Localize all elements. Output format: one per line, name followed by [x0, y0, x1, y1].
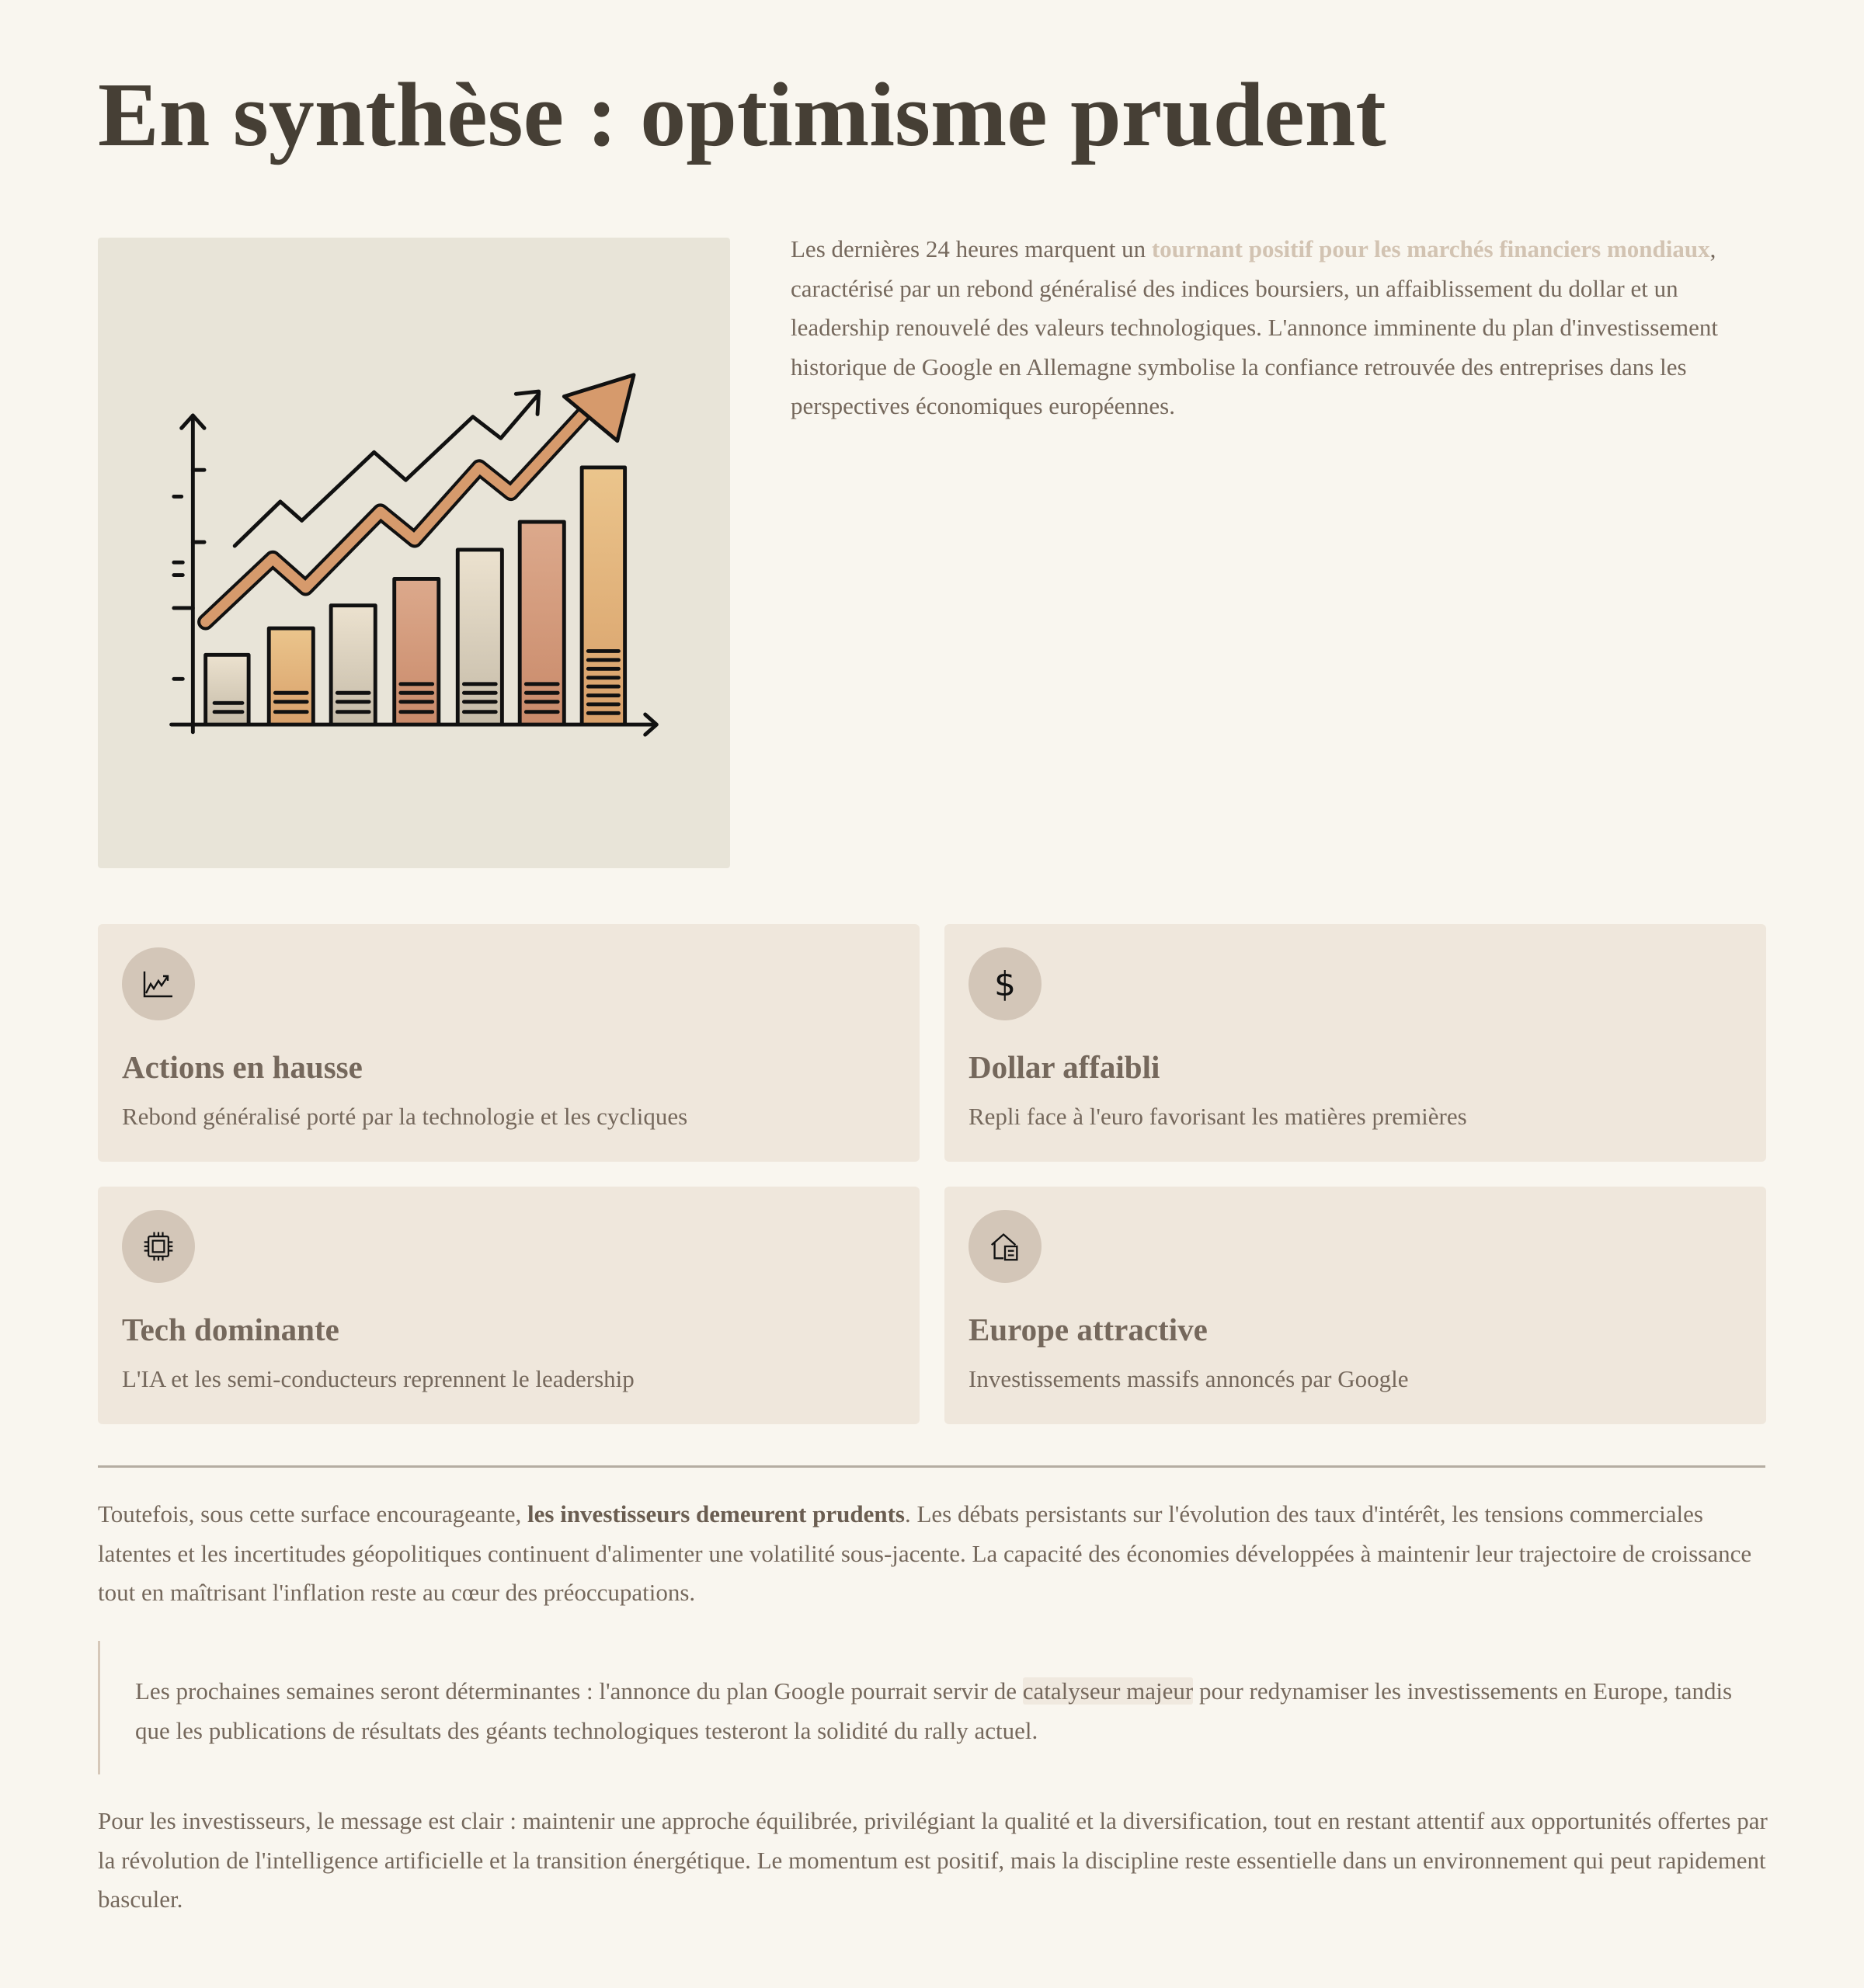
page-title: En synthèse : optimisme prudent — [98, 64, 1386, 165]
card-europe-attractive: Europe attractive Investissements massif… — [944, 1187, 1766, 1424]
card-dollar-affaibli: $ Dollar affaibli Repli face à l'euro fa… — [944, 924, 1766, 1162]
intro-text: Les dernières 24 heures marquent un — [791, 235, 1152, 262]
card-desc: Repli face à l'euro favorisant les matiè… — [969, 1103, 1467, 1130]
divider — [98, 1465, 1765, 1468]
card-title: Europe attractive — [969, 1312, 1208, 1347]
house-document-icon — [969, 1210, 1042, 1283]
text: Les prochaines semaines seront détermina… — [135, 1677, 1023, 1705]
intro-highlight: tournant positif pour les marchés financ… — [1151, 235, 1710, 262]
card-title: Dollar affaibli — [969, 1049, 1160, 1085]
text: pour redynamiser les investissements en … — [135, 1677, 1733, 1744]
text: Toutefois, sous cette surface encouragea… — [98, 1500, 528, 1527]
card-title: Tech dominante — [122, 1312, 339, 1347]
text: . Les débats persistants sur l'évolution… — [98, 1500, 1752, 1606]
paragraph-conclusion: Pour les investisseurs, le message est c… — [98, 1807, 1768, 1913]
highlight: catalyseur majeur — [1022, 1677, 1194, 1705]
bold-text: les investisseurs demeurent prudents — [527, 1500, 905, 1527]
intro-paragraph: Les dernières 24 heures marquent un tour… — [791, 230, 1768, 426]
chip-icon — [122, 1210, 195, 1283]
card-desc: Rebond généralisé porté par la technolog… — [122, 1103, 688, 1130]
chart-line-icon — [122, 947, 195, 1020]
blockquote: Les prochaines semaines seront détermina… — [98, 1641, 1765, 1774]
card-actions-en-hausse: Actions en hausse Rebond généralisé port… — [98, 924, 920, 1162]
intro-text-rest: , caractérisé par un rebond généralisé d… — [791, 235, 1718, 419]
card-desc: Investissements massifs annoncés par Goo… — [969, 1365, 1409, 1392]
paragraph-caution: Toutefois, sous cette surface encouragea… — [98, 1495, 1768, 1613]
card-desc: L'IA et les semi-conducteurs reprennent … — [122, 1365, 635, 1392]
card-tech-dominante: Tech dominante L'IA et les semi-conducte… — [98, 1187, 920, 1424]
bar-chart-arrow-icon — [169, 373, 659, 737]
growth-chart-illustration — [98, 238, 730, 868]
card-title: Actions en hausse — [122, 1049, 363, 1085]
dollar-icon: $ — [969, 947, 1042, 1020]
